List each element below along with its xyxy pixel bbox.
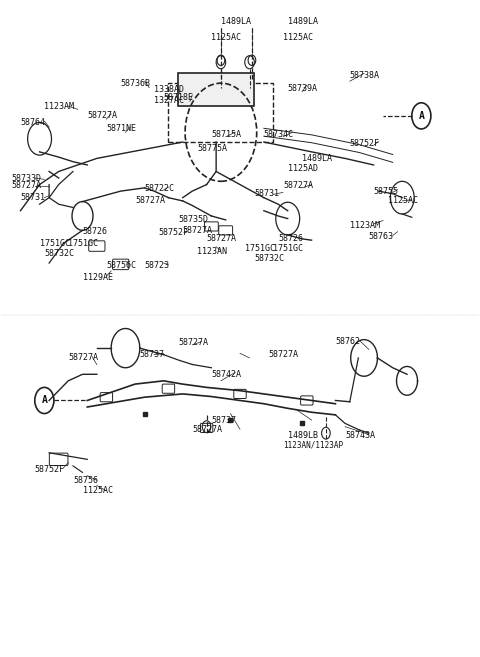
Text: 58727A: 58727A [269, 350, 299, 359]
Text: 58764: 58764 [21, 118, 46, 127]
Text: 58762: 58762 [336, 337, 360, 346]
Text: 1489LA: 1489LA [302, 154, 332, 163]
Text: 58718E: 58718E [164, 93, 193, 102]
Text: 58715A: 58715A [211, 129, 241, 139]
Text: 58727A: 58727A [183, 226, 213, 235]
Text: 58736B: 58736B [120, 79, 151, 87]
Text: 58738A: 58738A [350, 71, 380, 79]
Text: 1751GC: 1751GC [39, 239, 70, 248]
Text: 58731: 58731 [254, 189, 279, 198]
Text: 1125AC: 1125AC [388, 196, 418, 206]
Text: 1123AM: 1123AM [350, 221, 380, 231]
Text: 1338AD: 1338AD [154, 85, 184, 94]
Text: 58739A: 58739A [288, 84, 318, 93]
Text: 58743A: 58743A [345, 430, 375, 440]
Text: 58756C: 58756C [107, 261, 136, 269]
Text: 58752F: 58752F [350, 139, 380, 148]
Text: 1751GC: 1751GC [68, 239, 98, 248]
Text: 58752F: 58752F [159, 229, 189, 237]
Text: 1489LA: 1489LA [221, 16, 251, 26]
Text: 58727A: 58727A [68, 353, 98, 363]
Text: 58727A: 58727A [11, 181, 41, 191]
Text: 58732C: 58732C [254, 254, 284, 263]
Text: 1751GC: 1751GC [245, 244, 275, 253]
Text: 1489LB: 1489LB [288, 430, 318, 440]
Text: 1123AM: 1123AM [44, 102, 74, 110]
Text: 58763: 58763 [369, 233, 394, 241]
Text: 58727A: 58727A [135, 196, 165, 206]
Text: 1125AD: 1125AD [288, 164, 318, 173]
Text: 58756: 58756 [73, 476, 98, 485]
Text: 58775A: 58775A [197, 144, 227, 153]
Text: 58731: 58731 [21, 193, 46, 202]
Text: 58727A: 58727A [192, 425, 222, 434]
Text: 58735D: 58735D [178, 215, 208, 224]
Text: 1123AN: 1123AN [197, 248, 227, 256]
Text: 58723: 58723 [144, 261, 169, 269]
Text: 58722C: 58722C [144, 184, 175, 193]
Text: 1125AC: 1125AC [211, 33, 241, 42]
Text: 58727A: 58727A [87, 112, 117, 120]
Text: 58727A: 58727A [178, 338, 208, 348]
Text: 58755: 58755 [373, 187, 398, 196]
Text: 58737: 58737 [211, 416, 236, 424]
Text: 58726: 58726 [278, 235, 303, 243]
Text: 58742A: 58742A [211, 370, 241, 379]
Text: A: A [419, 111, 424, 121]
Text: 58732C: 58732C [44, 249, 74, 258]
Text: 58737: 58737 [140, 350, 165, 359]
Text: 1123AN/1123AP: 1123AN/1123AP [283, 440, 343, 449]
Text: 58727A: 58727A [206, 234, 237, 242]
Text: 58726: 58726 [83, 227, 108, 235]
Text: 1129AE: 1129AE [83, 273, 112, 282]
FancyBboxPatch shape [178, 74, 254, 106]
Text: 1125AC: 1125AC [83, 486, 112, 495]
Text: 58727A: 58727A [283, 181, 313, 191]
Text: 58752F: 58752F [35, 465, 65, 474]
Text: 1751GC: 1751GC [274, 244, 303, 253]
Text: 58733D: 58733D [11, 173, 41, 183]
Text: A: A [41, 396, 47, 405]
Text: 1327AC: 1327AC [154, 97, 184, 105]
Text: 1489LA: 1489LA [288, 16, 318, 26]
Text: 58734C: 58734C [264, 129, 294, 139]
Text: 1125AC: 1125AC [283, 33, 313, 42]
Text: 5871NE: 5871NE [107, 124, 136, 133]
